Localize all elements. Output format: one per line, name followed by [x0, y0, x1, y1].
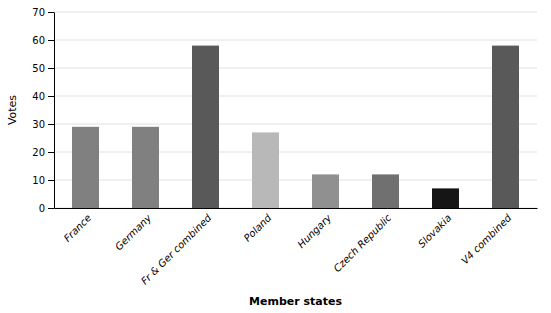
x-tick: Fr & Ger combined — [139, 212, 214, 287]
y-tick: 20 — [32, 147, 54, 158]
bar — [432, 188, 459, 208]
bar — [312, 174, 339, 208]
x-tick-label: Hungary — [295, 211, 334, 250]
y-tick: 0 — [39, 203, 54, 214]
y-tick-mark — [48, 12, 54, 13]
bar — [132, 127, 159, 208]
y-tick-mark — [48, 68, 54, 69]
y-tick: 10 — [32, 175, 54, 186]
bars — [72, 46, 519, 208]
x-axis: France GermanyFr & Ger combined Poland Hung… — [55, 209, 538, 287]
x-tick: Slovakia — [416, 212, 453, 249]
x-tick: V4 combined — [459, 212, 514, 267]
y-tick-label: 40 — [32, 91, 45, 102]
y-tick-mark — [48, 96, 54, 97]
y-tick-label: 20 — [32, 147, 45, 158]
y-tick-label: 60 — [32, 35, 45, 46]
y-tick-label: 50 — [32, 63, 45, 74]
y-tick-label: 10 — [32, 175, 45, 186]
x-tick-label: Slovakia — [416, 212, 453, 249]
y-tick-mark — [48, 40, 54, 41]
y-tick-label: 0 — [39, 203, 45, 214]
chart: 0 10 20 30 40 50 60 70 France GermanyFr & Ger com… — [0, 0, 551, 313]
y-tick: 60 — [32, 35, 54, 46]
grid-line — [54, 152, 537, 153]
y-tick: 40 — [32, 91, 54, 102]
x-axis-line — [55, 208, 538, 209]
y-axis-line — [54, 13, 55, 209]
x-tick-label: Fr & Ger combined — [139, 212, 214, 287]
y-tick: 30 — [32, 119, 54, 130]
x-tick-label: Germany — [113, 211, 154, 252]
x-tick-label: France — [62, 212, 94, 244]
x-tick: Hungary — [295, 211, 334, 250]
grid-line — [54, 68, 537, 69]
grid-line — [54, 124, 537, 125]
y-tick-mark — [48, 208, 54, 209]
bar — [372, 174, 399, 208]
x-tick: Poland — [242, 212, 274, 244]
plot: 0 10 20 30 40 50 60 70 France GermanyFr & Ger com… — [32, 7, 537, 287]
y-tick: 50 — [32, 63, 54, 74]
bar — [252, 132, 279, 208]
y-tick-mark — [48, 124, 54, 125]
x-tick-label: V4 combined — [459, 212, 514, 267]
y-axis-title: Votes — [6, 95, 19, 125]
grid-line — [54, 180, 537, 181]
x-axis-title: Member states — [249, 295, 342, 308]
y-tick: 70 — [32, 7, 54, 18]
y-tick-mark — [48, 152, 54, 153]
grid — [54, 12, 537, 208]
grid-line — [54, 12, 537, 13]
x-tick-label: Poland — [242, 212, 274, 244]
x-tick: France — [62, 212, 94, 244]
y-tick-mark — [48, 180, 54, 181]
grid-line — [54, 40, 537, 41]
grid-line — [54, 96, 537, 97]
bar — [192, 46, 219, 208]
y-axis: 0 10 20 30 40 50 60 70 — [32, 7, 54, 214]
y-tick-label: 30 — [32, 119, 45, 130]
x-tick: Czech Republic — [331, 212, 393, 274]
x-tick-label: Czech Republic — [331, 212, 393, 274]
y-tick-label: 70 — [32, 7, 45, 18]
grid-line — [54, 208, 537, 209]
bar — [72, 127, 99, 208]
bar — [492, 46, 519, 208]
x-tick: Germany — [113, 211, 154, 252]
